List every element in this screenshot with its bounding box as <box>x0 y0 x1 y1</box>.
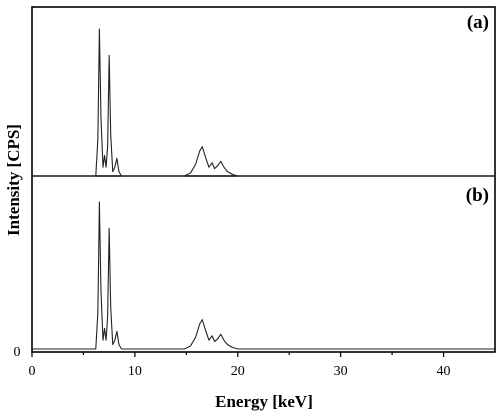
x-axis-title: Energy [keV] <box>215 392 313 411</box>
x-axis-ticks: 0 10 20 30 40 <box>29 352 451 379</box>
y-axis-title: Intensity [CPS] <box>4 124 23 236</box>
plot-frame <box>31 6 496 353</box>
y-tick-label-zero: 0 <box>14 345 21 360</box>
spectrum-line-panel-a <box>32 28 495 177</box>
panel-label-a: (a) <box>467 12 489 33</box>
x-tick-label: 30 <box>334 364 348 379</box>
x-tick-label: 40 <box>437 364 451 379</box>
x-tick-label: 0 <box>29 364 36 379</box>
panel-label-b: (b) <box>466 185 489 206</box>
x-tick-label: 10 <box>128 364 142 379</box>
spectrum-line-panel-b <box>32 201 495 350</box>
spectra-group <box>32 28 495 350</box>
x-tick-label: 20 <box>231 364 245 379</box>
